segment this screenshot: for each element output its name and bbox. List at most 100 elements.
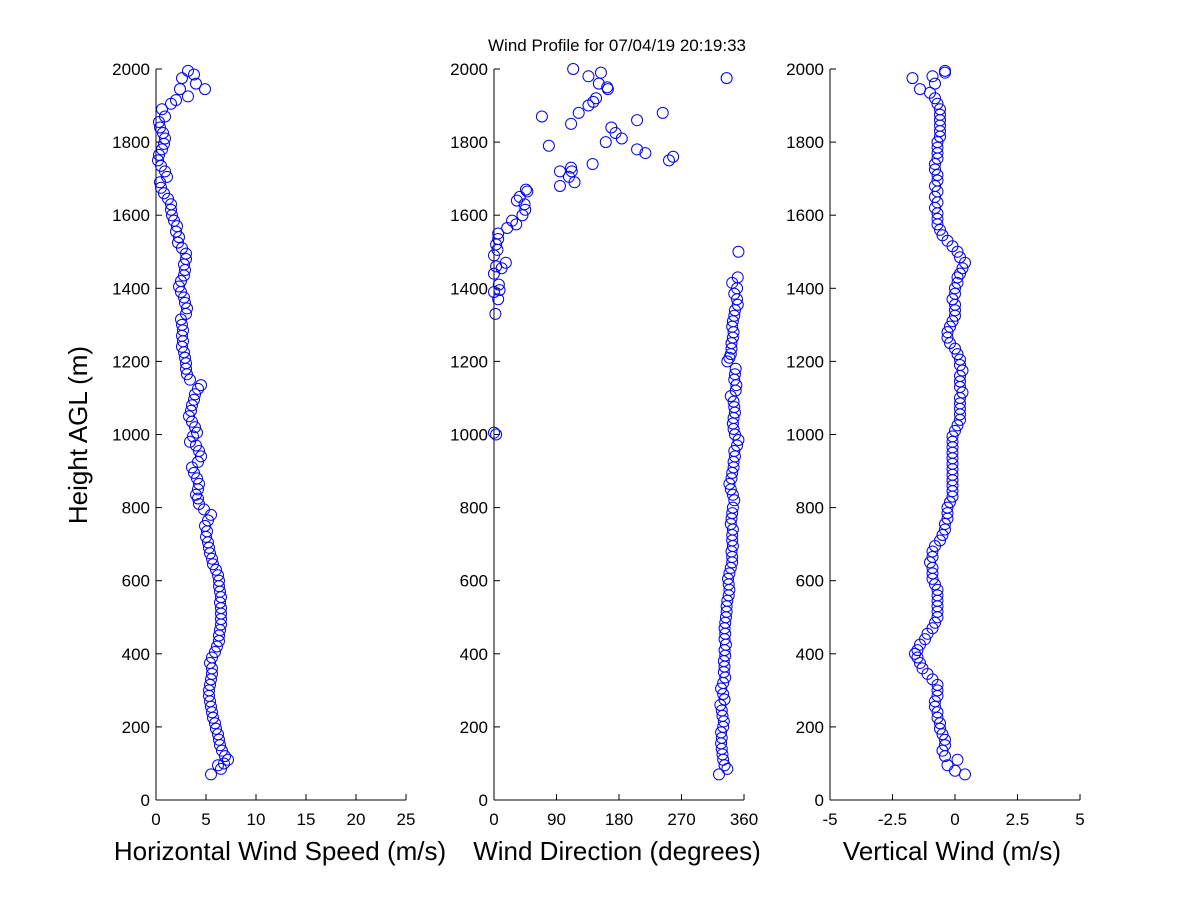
panel-3: 0 200 400 600 800 1000 1200 1400 1600 1800 2000 -5 -… (786, 60, 1085, 866)
data-point (195, 379, 207, 392)
data-point (906, 72, 919, 85)
data-point (586, 158, 599, 171)
x-tick-label: 20 (347, 810, 366, 829)
data-point (215, 762, 227, 775)
data-point (936, 529, 949, 542)
data-point (929, 695, 941, 708)
data-point (492, 293, 505, 306)
data-point (731, 271, 744, 284)
data-point (728, 401, 741, 414)
data-point (615, 132, 628, 145)
data-point (939, 733, 951, 746)
data-point (931, 174, 944, 187)
data-point (631, 114, 644, 127)
data-point (184, 435, 196, 448)
data-point (195, 450, 207, 463)
data-point (939, 739, 951, 752)
data-point (542, 139, 555, 152)
data-point (156, 143, 168, 156)
data-point (931, 583, 944, 596)
data-point (186, 399, 198, 412)
data-point (931, 706, 944, 719)
data-point (936, 229, 949, 242)
data-point (934, 103, 946, 116)
data-point (919, 633, 931, 646)
data-point (207, 558, 219, 571)
data-point (946, 435, 959, 448)
data-point (929, 700, 941, 713)
data-point (941, 326, 954, 339)
data-point (951, 271, 964, 284)
data-point (941, 501, 954, 514)
y-tick-label: 1200 (450, 352, 488, 371)
x-axis-label: Vertical Wind (m/s) (843, 836, 1061, 866)
data-point (181, 302, 193, 315)
data-point (199, 83, 211, 96)
data-point (667, 150, 680, 163)
data-point (206, 552, 218, 565)
data-point (193, 497, 205, 510)
data-point (728, 368, 741, 381)
data-point (728, 309, 741, 322)
data-point (219, 750, 231, 763)
y-tick-label: 400 (796, 645, 824, 664)
y-tick-label: 200 (796, 718, 824, 737)
data-point (929, 179, 941, 192)
data-point (190, 488, 202, 501)
data-point (193, 477, 205, 490)
data-point (929, 163, 941, 176)
data-point (914, 656, 926, 669)
data-point (639, 147, 652, 160)
data-point (601, 81, 614, 94)
data-point (213, 574, 225, 587)
data-point (631, 143, 644, 156)
data-point (929, 77, 941, 90)
x-tick-label: -2.5 (878, 810, 907, 829)
y-tick-label: 2000 (786, 60, 824, 79)
data-point (492, 232, 505, 245)
data-point (216, 744, 228, 757)
data-point (909, 647, 921, 660)
data-point (726, 488, 739, 501)
data-point (951, 753, 964, 766)
data-point (184, 373, 196, 386)
data-point (203, 541, 215, 554)
data-point (493, 284, 506, 297)
data-point (944, 337, 956, 350)
y-tick-label: 1400 (786, 279, 824, 298)
y-tick-label: 600 (122, 572, 150, 591)
data-point (506, 214, 519, 227)
data-point (931, 136, 944, 149)
data-point (510, 218, 523, 231)
data-point (931, 684, 944, 697)
data-point (941, 759, 954, 772)
data-point (212, 759, 224, 772)
data-point (152, 154, 164, 167)
data-point (663, 154, 675, 167)
data-point (193, 444, 205, 457)
data-point (587, 95, 600, 108)
y-tick-label: 800 (460, 499, 488, 518)
data-point (183, 410, 195, 423)
data-point (212, 569, 224, 582)
data-point (956, 262, 969, 275)
data-point (656, 106, 669, 119)
data-point (199, 519, 211, 532)
data-point (190, 77, 202, 90)
data-point (582, 70, 595, 83)
data-point (205, 768, 217, 781)
data-point (176, 318, 188, 331)
y-tick-label: 400 (460, 645, 488, 664)
y-tick-label: 1600 (786, 206, 824, 225)
data-point (599, 136, 612, 149)
x-tick-label: 5 (201, 810, 210, 829)
data-point (519, 183, 532, 196)
data-point (157, 126, 169, 139)
data-point (189, 388, 201, 401)
data-point (182, 90, 194, 103)
data-point (949, 424, 961, 437)
x-tick-label: 15 (297, 810, 316, 829)
x-tick-label: 180 (605, 810, 633, 829)
